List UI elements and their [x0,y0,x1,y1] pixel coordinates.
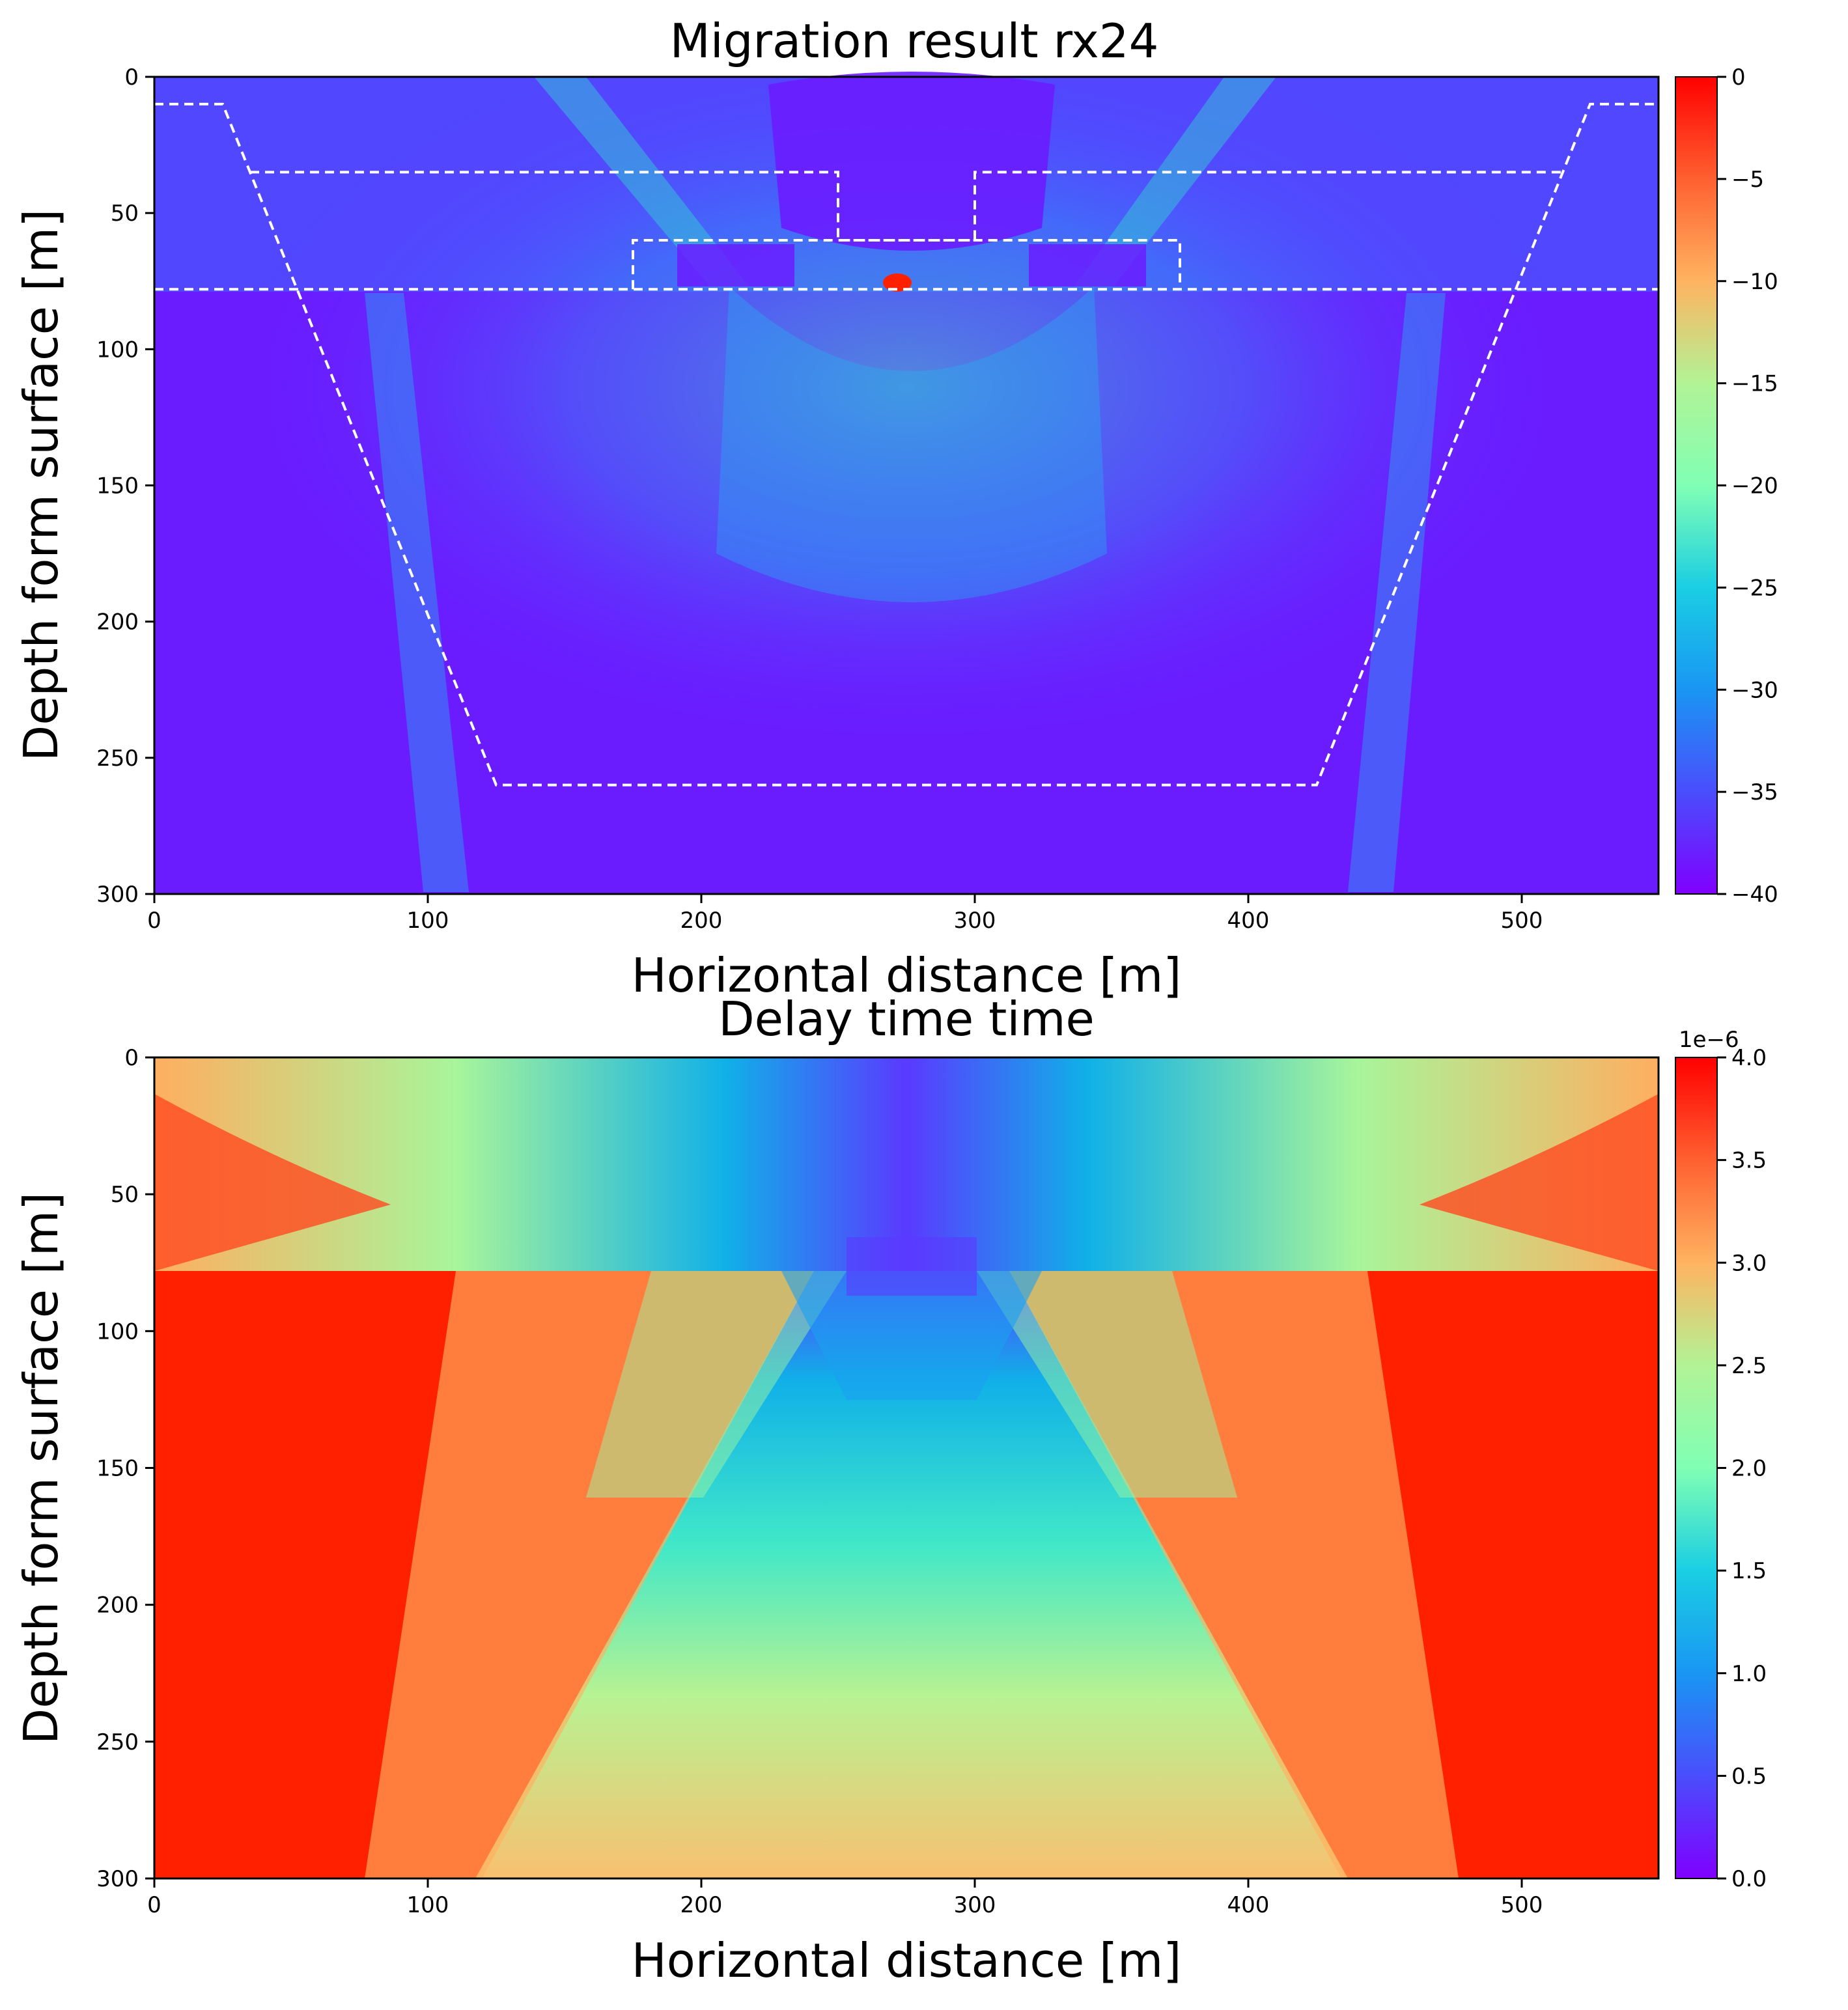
y-axis-ticks: 0 50 100 150 200 250 300 [96,64,154,908]
y-axis-ticks: 0 50 100 150 200 250 300 [96,1045,154,1892]
y-tick-label: 0 [124,64,139,91]
colorbar-tick-label: 0.0 [1731,1866,1767,1892]
colorbar-tick-label: 3.5 [1731,1148,1767,1174]
colorbar-tick-label: −25 [1731,575,1778,601]
colorbar-tick-label: 3.0 [1731,1250,1767,1276]
chart-title: Migration result rx24 [670,14,1159,68]
colorbar-tick-label: 1.0 [1731,1661,1767,1687]
x-tick-label: 0 [147,908,161,934]
heatmap-image [154,72,1659,894]
colorbar-ticks: 4.0 3.5 3.0 2.5 2.0 1.5 1.0 0.5 0.0 [1717,1045,1767,1892]
colorbar-tick-label: 2.0 [1731,1456,1767,1482]
outline-path [154,102,1659,787]
colorbar-tick-label: 0.5 [1731,1763,1767,1789]
x-tick-label: 400 [1227,908,1270,934]
colorbar-offset-label: 1e−6 [1679,1027,1739,1053]
x-tick-label: 200 [680,1892,723,1918]
y-axis-label: Depth form surface [m] [14,209,68,761]
y-tick-label: 150 [96,473,139,499]
colorbar-ticks: 0 −5 −10 −15 −20 −25 −30 −35 −40 [1717,64,1778,908]
y-tick-label: 50 [111,1182,139,1208]
colorbar-tick-label: −30 [1731,677,1778,703]
y-tick-label: 50 [111,201,139,227]
colorbar [1675,76,1718,895]
colorbar-tick-label: −15 [1731,371,1778,397]
colorbar [1675,1057,1718,1879]
outline-path [632,239,1181,290]
x-tick-label: 500 [1501,1892,1543,1918]
y-tick-label: 200 [96,609,139,635]
x-tick-label: 300 [954,908,996,934]
colorbar-tick-label: −10 [1731,269,1778,295]
y-tick-label: 150 [96,1456,139,1482]
y-tick-label: 200 [96,1593,139,1619]
colorbar-tick-label: 2.5 [1731,1353,1767,1379]
colorbar-tick-label: −35 [1731,779,1778,805]
x-tick-label: 200 [680,908,723,934]
y-tick-label: 250 [96,746,139,772]
heatmap-image [154,1057,1659,1878]
y-axis-label: Depth form surface [m] [14,1192,68,1744]
y-tick-label: 300 [96,882,139,908]
x-axis-label: Horizontal distance [m] [632,1933,1182,1988]
x-tick-label: 100 [407,1892,449,1918]
y-tick-label: 100 [96,1319,139,1345]
colorbar-tick-label: 4.0 [1731,1045,1767,1071]
x-tick-label: 100 [407,908,449,934]
delay-time-panel: Delay time time 0 100 200 300 400 500 0 50 100 1… [14,992,1767,1988]
colorbar-tick-label: −20 [1731,473,1778,499]
colorbar-tick-label: 0 [1731,64,1746,91]
colorbar-tick-label: 1.5 [1731,1558,1767,1584]
x-tick-label: 0 [147,1892,161,1918]
chart-title: Delay time time [718,992,1095,1046]
x-tick-label: 300 [954,1892,996,1918]
y-tick-label: 100 [96,337,139,363]
y-tick-label: 300 [96,1866,139,1892]
x-axis-ticks: 0 100 200 300 400 500 [147,894,1543,934]
x-axis-ticks: 0 100 200 300 400 500 [147,1878,1543,1918]
y-tick-label: 250 [96,1729,139,1755]
model-outlines [154,102,1659,787]
x-axis-label: Horizontal distance [m] [632,948,1182,1003]
y-tick-label: 0 [124,1045,139,1071]
x-tick-label: 400 [1227,1892,1270,1918]
migration-panel: Migration result rx24 0 100 200 300 400 500 0… [14,14,1778,1003]
x-tick-label: 500 [1501,908,1543,934]
colorbar-tick-label: −5 [1731,167,1764,193]
colorbar-tick-label: −40 [1731,882,1778,908]
